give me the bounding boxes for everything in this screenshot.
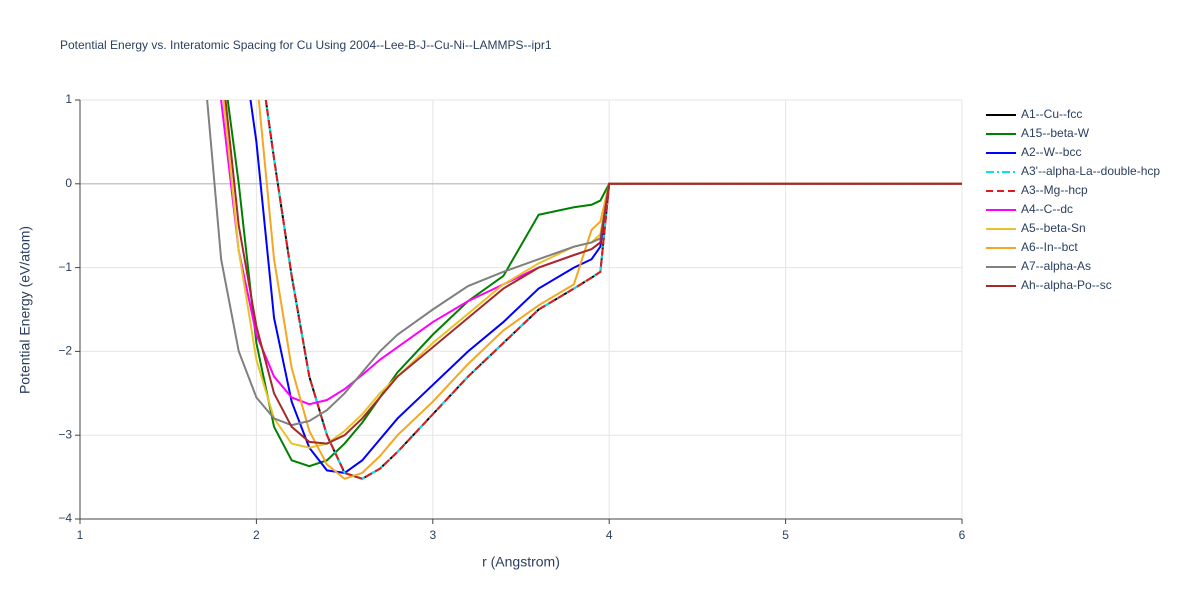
x-tick-label: 3 [429,528,436,542]
plot-area [206,100,962,480]
series-line [264,100,962,480]
y-tick-label: 1 [65,92,72,106]
x-tick-label: 6 [959,528,966,542]
legend-label: A6--In--bct [1021,240,1078,254]
series-line [206,100,962,427]
x-tick-label: 5 [782,528,789,542]
legend-label: Ah--alpha-Po--sc [1021,278,1112,292]
chart-title: Potential Energy vs. Interatomic Spacing… [60,38,552,52]
series-line [220,100,962,406]
legend-label: A2--W--bcc [1021,145,1081,159]
series-line [224,100,962,445]
series-line [257,100,962,480]
legend-label: A1--Cu--fcc [1021,107,1082,121]
y-tick-label: −2 [58,344,72,358]
legend-label: A4--C--dc [1021,202,1073,216]
x-tick-label: 4 [606,528,613,542]
legend-label: A15--beta-W [1021,126,1090,140]
y-axis-label: Potential Energy (eV/atom) [17,226,33,394]
legend-label: A5--beta-Sn [1021,221,1086,235]
series-line [222,100,962,449]
y-tick-label: −4 [58,511,72,525]
legend-label: A7--alpha-As [1021,259,1091,273]
series-line [249,100,962,474]
legend-label: A3'--alpha-La--double-hcp [1021,164,1160,178]
y-tick-label: 0 [65,176,72,190]
x-tick-label: 2 [253,528,260,542]
x-tick-label: 1 [77,528,84,542]
legend-label: A3--Mg--hcp [1021,183,1088,197]
x-axis-label: r (Angstrom) [482,554,560,570]
y-tick-label: −3 [58,427,72,441]
y-tick-label: −1 [58,260,72,274]
